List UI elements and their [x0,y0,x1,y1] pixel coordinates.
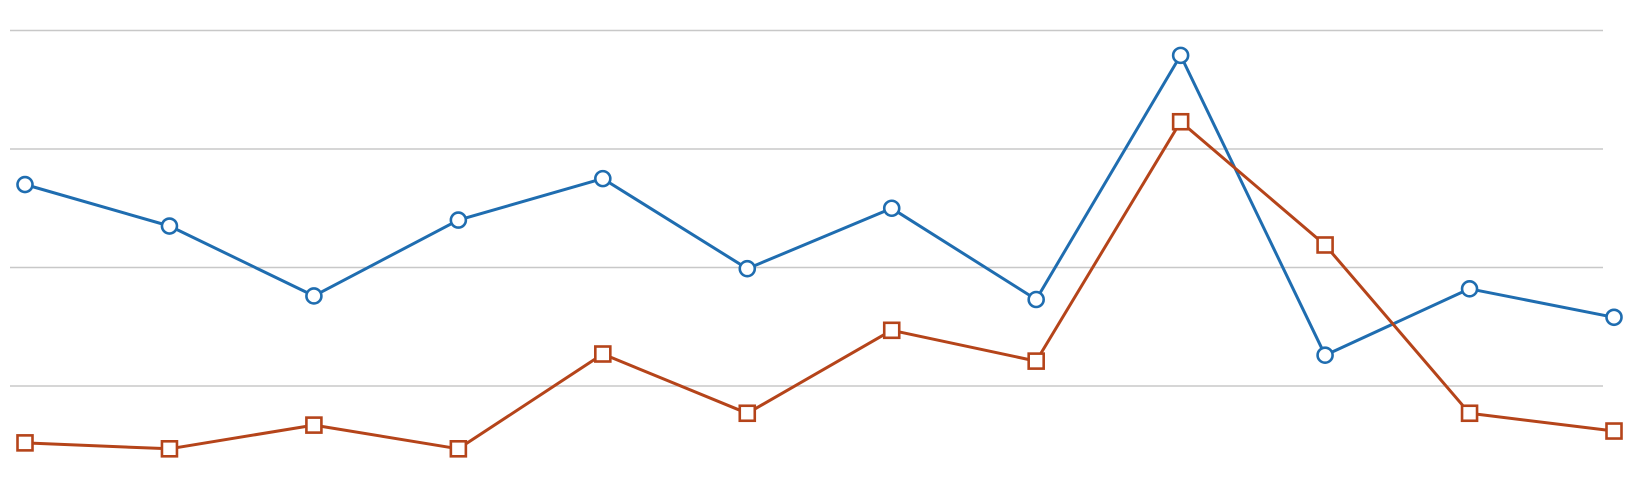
series-1-point-4 [449,211,468,229]
series-1-point-2 [160,217,179,235]
series-1-point-11 [1460,280,1479,298]
series-1-point-7 [882,199,901,218]
series-2-point-11 [1460,404,1479,423]
series-2-line [23,120,1616,451]
series-1-point-1 [16,175,34,194]
series-1-point-12 [1605,308,1623,327]
series-2-point-2 [160,440,179,458]
series-1-point-6 [738,259,757,278]
series-2-point-1 [16,434,34,452]
series-2-point-5 [594,345,612,363]
series-2-point-10 [1316,236,1334,254]
series-2 [16,112,1623,458]
series-2-point-3 [305,416,323,434]
series-2-point-9 [1171,112,1190,131]
series-1-point-10 [1316,346,1334,364]
series-2-point-6 [738,404,757,423]
grid-layer [10,29,1603,387]
series-1-point-3 [305,287,323,305]
series-2-point-7 [882,321,901,340]
series-layer [16,46,1623,458]
series-1-point-5 [594,169,612,188]
series-1 [16,46,1623,364]
series-2-point-12 [1605,422,1623,440]
series-1-line [23,53,1616,357]
series-2-point-4 [449,440,468,458]
series-1-point-8 [1027,290,1045,309]
series-1-point-9 [1171,46,1190,65]
series-2-point-8 [1027,352,1045,370]
